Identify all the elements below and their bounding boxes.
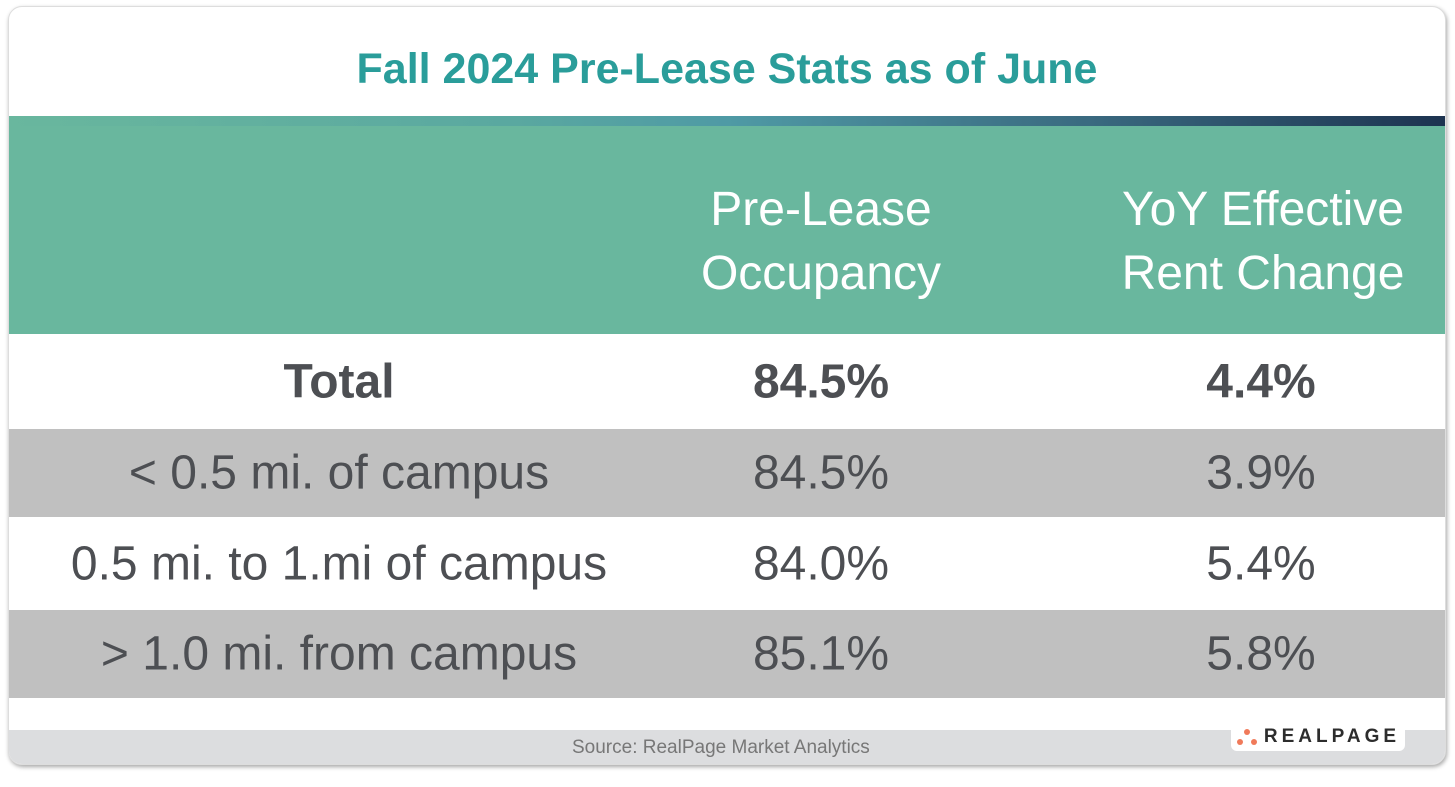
gradient-divider bbox=[9, 116, 1445, 126]
row-occupancy: 85.1% bbox=[752, 627, 890, 681]
row-label: > 1.0 mi. from campus bbox=[100, 627, 578, 681]
row-occupancy: 84.5% bbox=[752, 355, 890, 408]
page-title: Fall 2024 Pre-Lease Stats as of June bbox=[356, 45, 1098, 93]
header-line: Occupancy bbox=[700, 247, 942, 300]
logo-dots-icon bbox=[1236, 728, 1257, 745]
table-row: > 1.0 mi. from campus 85.1% 5.8% bbox=[9, 610, 1445, 698]
row-rent-change: 5.8% bbox=[1206, 627, 1316, 681]
row-rent-change: 3.9% bbox=[1206, 446, 1316, 500]
table-row: 0.5 mi. to 1.mi of campus 84.0% 5.4% bbox=[9, 517, 1445, 610]
header-line: YoY Effective bbox=[1122, 183, 1404, 236]
stats-card: Fall 2024 Pre-Lease Stats as of June Pre… bbox=[8, 6, 1446, 765]
realpage-logo: REALPAGE bbox=[1231, 722, 1405, 751]
table-row-total: Total 84.5% 4.4% bbox=[9, 334, 1445, 429]
row-rent-change: 4.4% bbox=[1206, 355, 1316, 408]
row-label: < 0.5 mi. of campus bbox=[128, 446, 550, 500]
header-occupancy: Pre-Lease Occupancy bbox=[611, 178, 1031, 306]
table-row: < 0.5 mi. of campus 84.5% 3.9% bbox=[9, 429, 1445, 517]
row-occupancy: 84.5% bbox=[752, 446, 890, 500]
source-note: Source: RealPage Market Analytics bbox=[572, 737, 870, 758]
header-line: Rent Change bbox=[1121, 247, 1405, 300]
row-occupancy: 84.0% bbox=[752, 537, 890, 590]
logo-text: REALPAGE bbox=[1263, 725, 1401, 747]
row-label: 0.5 mi. to 1.mi of campus bbox=[70, 537, 608, 590]
header-line: Pre-Lease bbox=[710, 183, 932, 236]
row-label: Total bbox=[283, 355, 395, 408]
table-header: Pre-Lease Occupancy YoY Effective Rent C… bbox=[9, 126, 1445, 334]
header-rent-change: YoY Effective Rent Change bbox=[1053, 178, 1445, 306]
row-rent-change: 5.4% bbox=[1206, 537, 1316, 590]
footer: Source: RealPage Market Analytics bbox=[9, 730, 1445, 764]
